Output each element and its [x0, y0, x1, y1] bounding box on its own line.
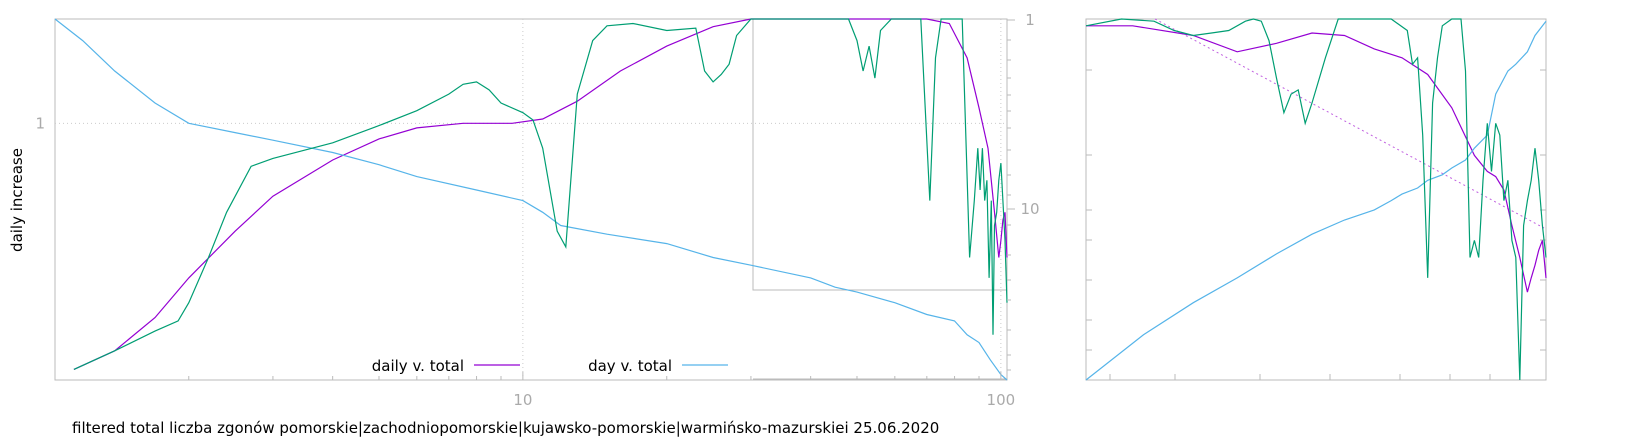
- main-grid: [55, 19, 1007, 380]
- right-plot-frame: [1085, 18, 1547, 381]
- right-trend-line: [1154, 18, 1545, 229]
- right-ticks: [1086, 69, 1546, 380]
- right-series: [1085, 18, 1547, 381]
- main-ticks: 10 100 1 1 10: [35, 11, 1039, 409]
- main-series-daily-v-total: [73, 18, 1008, 370]
- main-series-filtered: [73, 18, 1008, 370]
- main-series-day-v-total: [54, 18, 1008, 381]
- legend-label-day-v-total: day v. total: [588, 357, 672, 375]
- y-axis-label: daily increase: [8, 148, 26, 252]
- chart-title: filtered total liczba zgonów pomorskie|z…: [72, 419, 939, 437]
- x-tick-label-100: 100: [987, 391, 1016, 409]
- legend-label-daily-v-total: daily v. total: [372, 357, 464, 375]
- main-plot-frame: [54, 18, 1008, 381]
- y2-tick-label-1: 1: [1025, 11, 1035, 29]
- x-tick-label-10: 10: [513, 391, 532, 409]
- right-series-daily-v-total: [1086, 25, 1547, 293]
- y-tick-label-1: 1: [35, 114, 45, 132]
- y2-tick-label-10: 10: [1020, 200, 1039, 218]
- right-series-day-v-total: [1085, 20, 1547, 381]
- right-series-filtered: [1085, 18, 1547, 381]
- main-series: [54, 18, 1008, 381]
